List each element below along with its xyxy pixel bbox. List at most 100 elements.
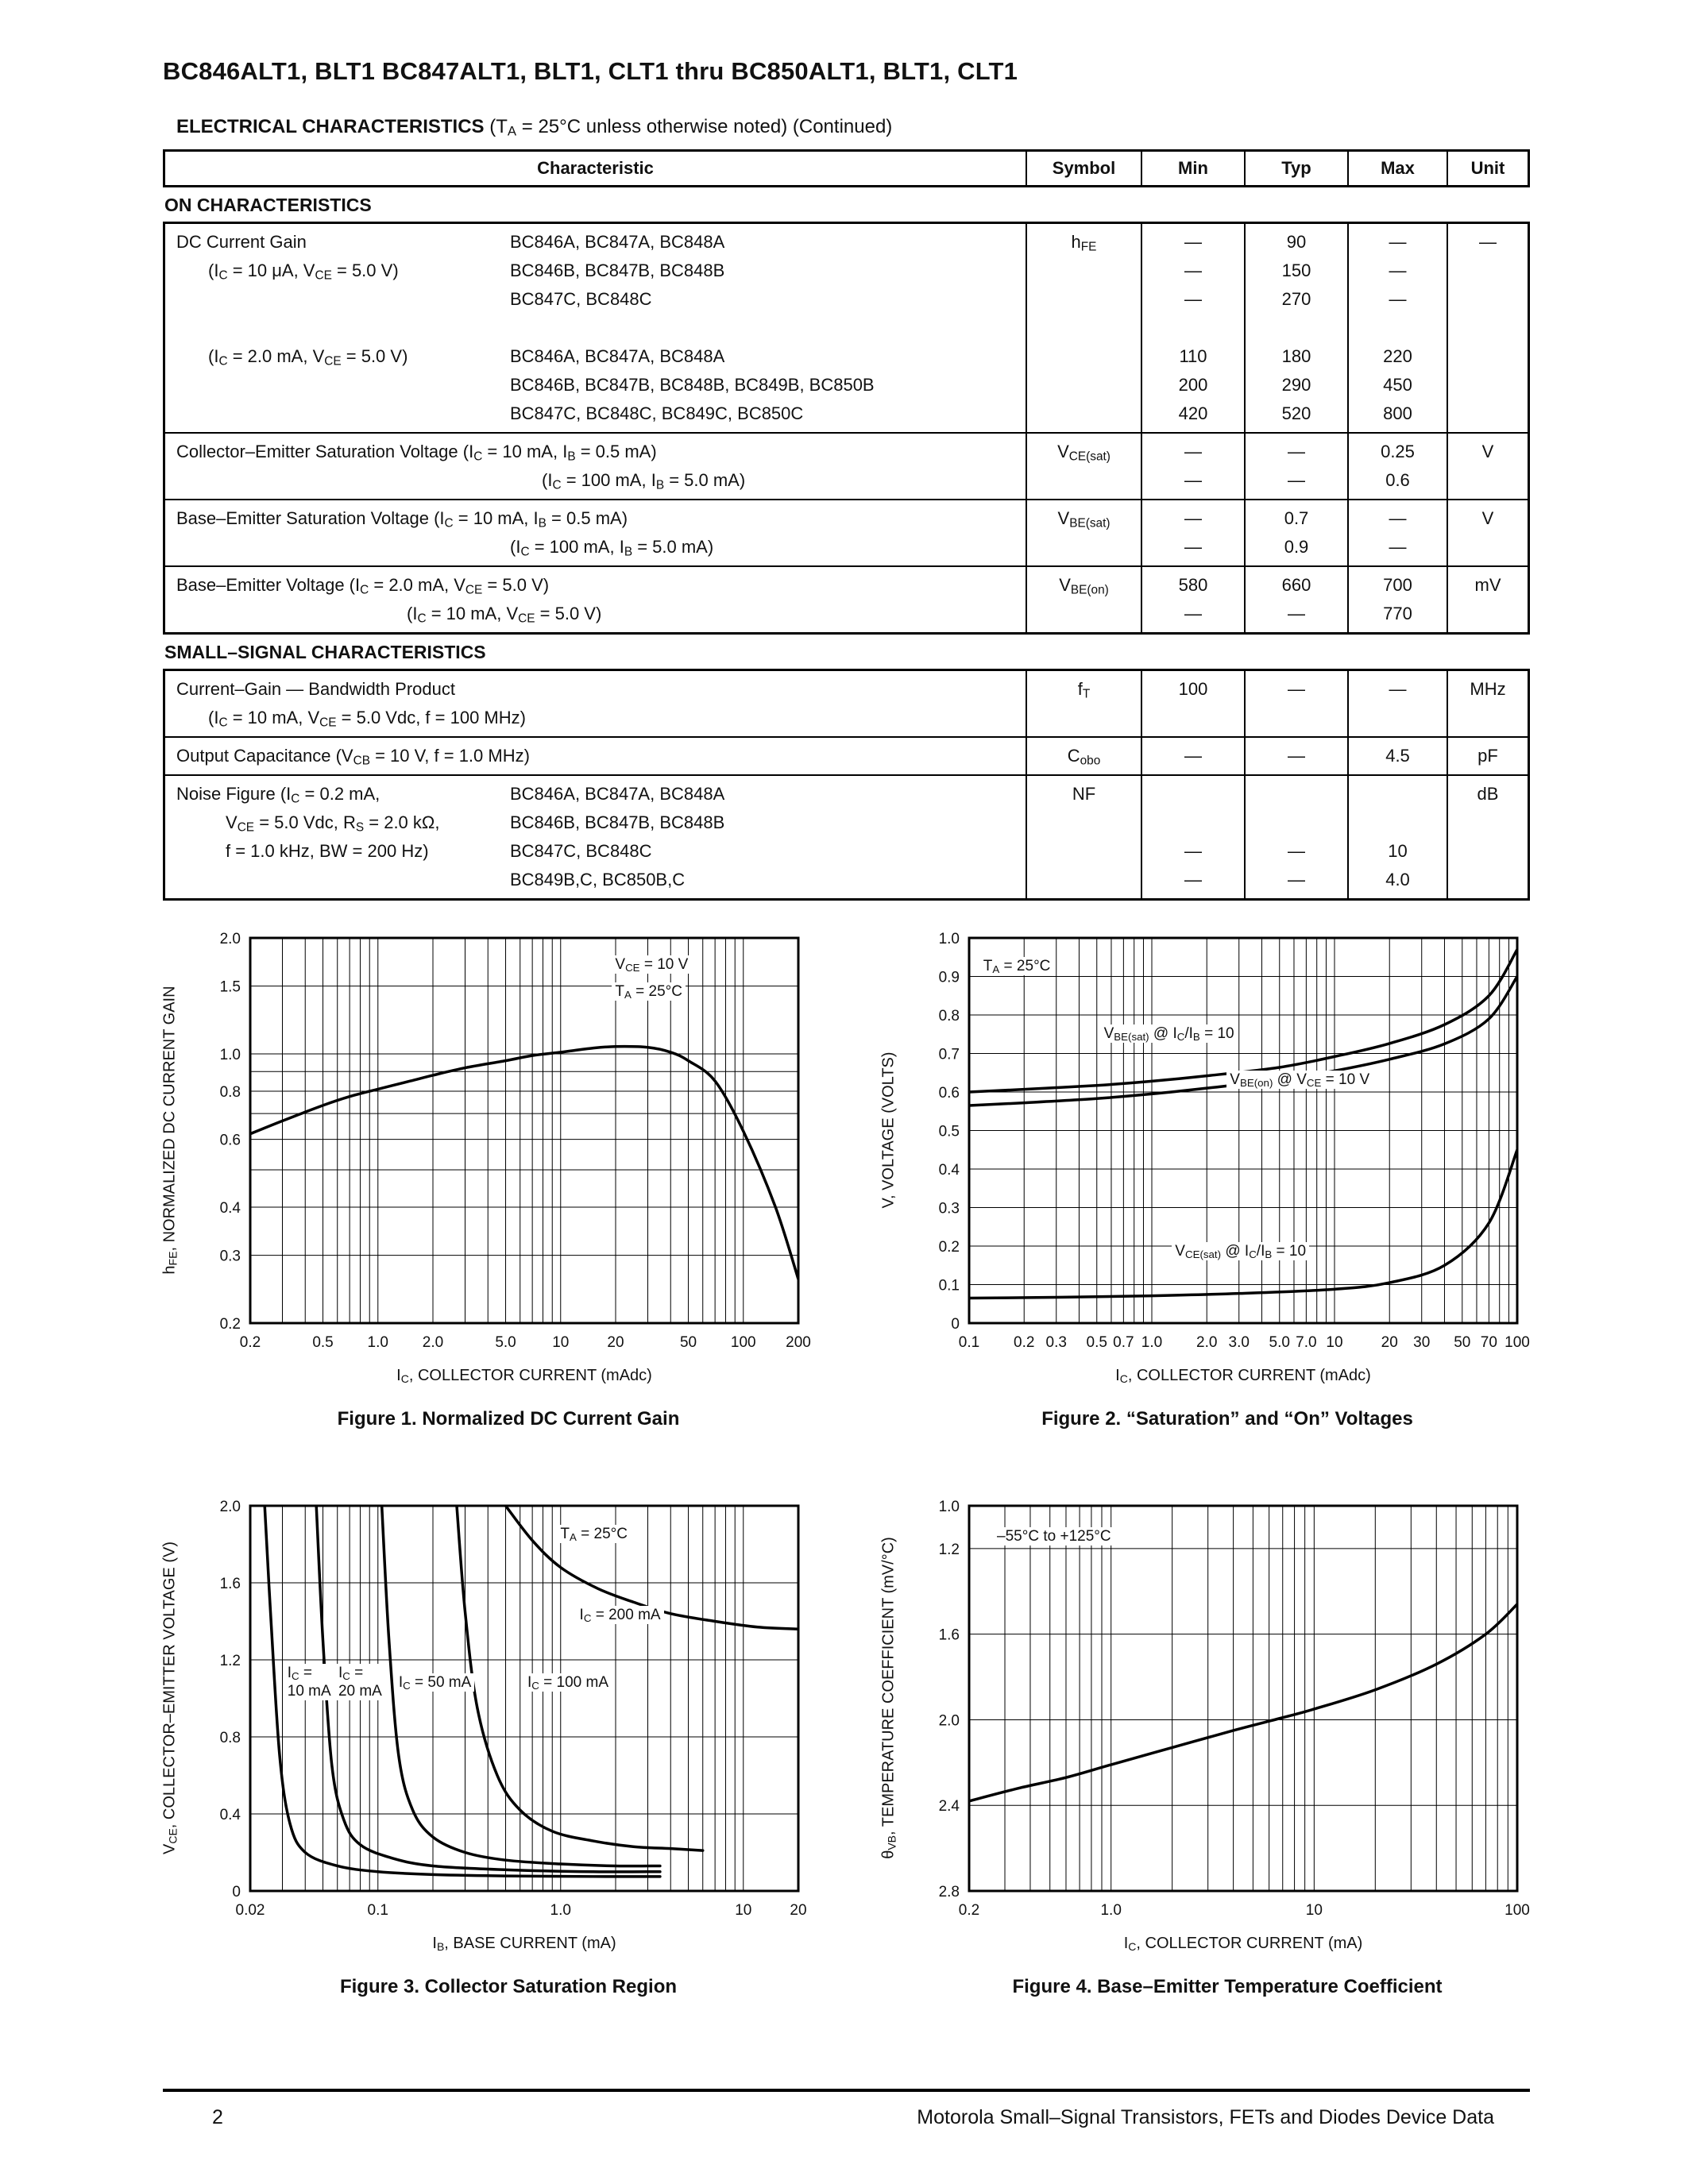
svg-text:1.0: 1.0 <box>550 1902 571 1919</box>
svg-text:7.0: 7.0 <box>1296 1334 1316 1351</box>
table-text: Base–Emitter Saturation Voltage (IC = 10… <box>176 508 628 531</box>
unit-cell: — <box>1447 224 1528 432</box>
table-value <box>1247 808 1346 837</box>
svg-text:0.6: 0.6 <box>220 1133 241 1149</box>
table-text <box>176 314 510 342</box>
table-value: — <box>1479 232 1497 252</box>
table-value: — <box>1184 746 1202 766</box>
table-row: Current–Gain — Bandwidth Product (IC = 10… <box>165 671 1528 736</box>
svg-text:1.6: 1.6 <box>939 1627 960 1644</box>
table-value: — <box>1184 232 1202 252</box>
svg-text:10: 10 <box>735 1902 751 1919</box>
svg-text:70: 70 <box>1481 1334 1497 1351</box>
table-value: VBE(sat) <box>1057 508 1111 531</box>
typ-cell: — <box>1244 671 1347 736</box>
svg-text:0.2: 0.2 <box>939 1239 960 1256</box>
table-text: VCE = 5.0 Vdc, RS = 2.0 kΩ, <box>226 812 440 835</box>
table-value <box>1350 704 1445 732</box>
svg-text:30: 30 <box>1413 1334 1430 1351</box>
svg-text:0.1: 0.1 <box>368 1902 388 1919</box>
table-value: — <box>1389 679 1407 699</box>
svg-text:2.0: 2.0 <box>220 1499 241 1515</box>
table-text: DC Current Gain <box>176 232 307 252</box>
table-text: Noise Figure (IC = 0.2 mA, <box>176 784 380 806</box>
chart-annotation: IC = 100 mA <box>524 1673 612 1692</box>
table-value: — <box>1389 508 1407 528</box>
svg-text:2.0: 2.0 <box>1196 1334 1217 1351</box>
table-text: BC847C, BC848C, BC849C, BC850C <box>510 403 804 423</box>
table-value: NF <box>1072 784 1096 804</box>
svg-text:50: 50 <box>1454 1334 1470 1351</box>
chart-annotation: VBE(sat) @ IC/IB = 10 <box>1100 1024 1238 1044</box>
table-value <box>1247 314 1346 342</box>
typ-cell: — — <box>1244 434 1347 499</box>
svg-text:0: 0 <box>232 1884 241 1900</box>
header-characteristic: Characteristic <box>537 158 654 178</box>
characteristics-table-body: ON CHARACTERISTICS DC Current Gain (IC = 1… <box>163 187 1530 901</box>
fig1-plot-area: 0.2 0.5 1.0 2.0 5.0 10 20 50 100 200 2.0 1.5 1.0 0.8 0… <box>220 931 811 1351</box>
header-unit: Unit <box>1447 152 1528 185</box>
table-text: BC846A, BC847A, BC848A <box>510 784 725 804</box>
chart-annotation: VCE(sat) @ IC/IB = 10 <box>1172 1242 1310 1261</box>
svg-text:0.2: 0.2 <box>959 1902 979 1919</box>
max-cell: — <box>1347 671 1447 736</box>
svg-text:10: 10 <box>1326 1334 1342 1351</box>
svg-text:50: 50 <box>680 1334 697 1351</box>
table-value: 420 <box>1178 403 1208 423</box>
svg-text:0.2: 0.2 <box>1014 1334 1034 1351</box>
svg-text:0.8: 0.8 <box>939 1008 960 1024</box>
svg-text:0.8: 0.8 <box>220 1084 241 1101</box>
fig2-y-axis-label: V, VOLTAGE (VOLTS) <box>879 1051 898 1209</box>
svg-text:0.4: 0.4 <box>939 1162 960 1179</box>
svg-text:0.9: 0.9 <box>939 970 960 986</box>
table-value: 0.25 <box>1381 442 1415 461</box>
svg-text:0.5: 0.5 <box>939 1124 960 1140</box>
table-value: — <box>1184 289 1202 309</box>
svg-text:0.1: 0.1 <box>959 1334 979 1351</box>
symbol-cell: Cobo <box>1026 738 1141 774</box>
table-value: 270 <box>1281 289 1311 309</box>
unit-cell: V <box>1447 434 1528 499</box>
fig2-caption: Figure 2. “Saturation” and “On” Voltages <box>1041 1408 1413 1430</box>
symbol-cell: VCE(sat) <box>1026 434 1141 499</box>
table-value <box>1144 314 1242 342</box>
typ-cell: — <box>1244 738 1347 774</box>
svg-text:2.0: 2.0 <box>939 1712 960 1729</box>
table-value: mV <box>1474 575 1501 595</box>
table-value: — <box>1288 604 1305 623</box>
min-cell: — — <box>1141 500 1244 565</box>
table-row: DC Current Gain (IC = 10 μA, VCE = 5.0 V)… <box>165 224 1528 432</box>
table-value: — <box>1288 870 1305 889</box>
series-theta-vb <box>968 1603 1518 1803</box>
table-value <box>1350 808 1445 837</box>
chart-annotation: IC = 10 mA <box>284 1663 334 1700</box>
fig1-caption: Figure 1. Normalized DC Current Gain <box>337 1408 680 1430</box>
figure-3-chart: VCE, COLLECTOR–EMITTER VOLTAGE (V) 0.02 0… <box>159 1493 858 2013</box>
fig2-x-axis-label: IC, COLLECTOR CURRENT (mAdc) <box>1115 1367 1371 1386</box>
chart-annotation: IC = 50 mA <box>395 1673 475 1692</box>
chart-annotation: VBE(on) @ VCE = 10 V <box>1226 1071 1373 1090</box>
table-value: — <box>1389 289 1407 309</box>
table-text: BC849B,C, BC850B,C <box>510 870 686 889</box>
fig1-x-axis-label: IC, COLLECTOR CURRENT (mAdc) <box>396 1367 652 1386</box>
table-value: V <box>1481 442 1494 461</box>
table-text: (IC = 100 mA, IB = 5.0 mA) <box>542 470 746 492</box>
header-max: Max <box>1347 152 1447 185</box>
table-text <box>176 371 510 399</box>
chart-annotation: TA = 25°C <box>612 982 686 1001</box>
svg-text:1.5: 1.5 <box>220 979 241 996</box>
svg-text:5.0: 5.0 <box>1269 1334 1290 1351</box>
table-row: Base–Emitter Voltage (IC = 2.0 mA, VCE =… <box>165 565 1528 632</box>
table-value: 10 <box>1388 841 1408 861</box>
table-value: — <box>1288 746 1305 766</box>
table-text: (IC = 100 mA, IB = 5.0 mA) <box>510 537 714 559</box>
svg-text:0.1: 0.1 <box>939 1278 960 1295</box>
table-value: 0.7 <box>1284 508 1309 528</box>
table-row-group: DC Current Gain (IC = 10 μA, VCE = 5.0 V)… <box>163 222 1530 635</box>
table-value: — <box>1184 604 1202 623</box>
table-value: 450 <box>1383 375 1412 395</box>
table-text: BC846A, BC847A, BC848A <box>510 346 725 366</box>
table-value: 700 <box>1383 575 1412 595</box>
table-value <box>1144 704 1242 732</box>
table-row: Collector–Emitter Saturation Voltage (IC… <box>165 432 1528 499</box>
